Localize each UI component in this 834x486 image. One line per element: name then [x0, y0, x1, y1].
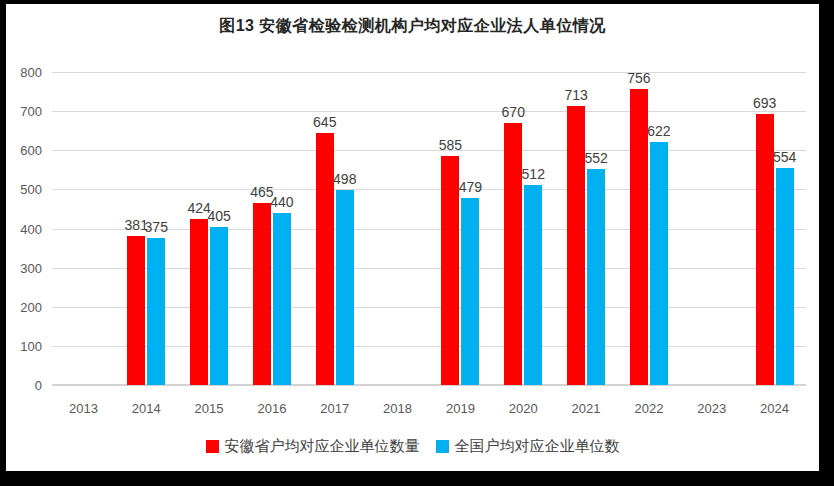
- x-axis-tick-label-2022: 2022: [634, 401, 663, 416]
- national-bar-2024: [776, 168, 794, 385]
- national-bar-2014: [147, 238, 165, 385]
- x-axis-tick-label-2017: 2017: [320, 401, 349, 416]
- x-axis-tick-label-2021: 2021: [572, 401, 601, 416]
- y-axis-tick-label: 800: [8, 66, 42, 79]
- anhui-bar-2022: [630, 89, 648, 385]
- national-bar-2022: [650, 142, 668, 385]
- data-label-anhui-2019: 585: [439, 137, 462, 153]
- data-label-anhui-2020: 670: [502, 104, 525, 120]
- y-axis-tick-label: 200: [8, 301, 42, 314]
- data-label-anhui-2021: 713: [564, 87, 587, 103]
- anhui-bar-2017: [316, 133, 334, 385]
- y-axis-tick-label: 700: [8, 105, 42, 118]
- data-label-national-2022: 622: [647, 123, 670, 139]
- national-bar-2016: [273, 213, 291, 385]
- legend-swatch-icon: [436, 440, 449, 453]
- legend-label: 全国户均对应企业单位数: [455, 437, 620, 456]
- data-label-anhui-2017: 645: [313, 114, 336, 130]
- national-bar-2020: [524, 185, 542, 385]
- x-axis-tick-label-2020: 2020: [509, 401, 538, 416]
- legend: 安徽省户均对应企业单位数量 全国户均对应企业单位数: [6, 437, 819, 456]
- data-label-anhui-2024: 693: [753, 95, 776, 111]
- legend-item-anhui: 安徽省户均对应企业单位数量: [206, 437, 420, 456]
- legend-item-national: 全国户均对应企业单位数: [436, 437, 620, 456]
- x-axis-tick-label-2018: 2018: [383, 401, 412, 416]
- x-axis-tick-label-2014: 2014: [132, 401, 161, 416]
- gridline-y-700: [52, 111, 806, 112]
- x-axis-tick-label-2024: 2024: [760, 401, 789, 416]
- plot-area: 3813754244054654406454985854796705127135…: [52, 72, 806, 385]
- y-axis-tick-label: 100: [8, 340, 42, 353]
- anhui-bar-2019: [441, 156, 459, 385]
- anhui-bar-2024: [756, 114, 774, 385]
- data-label-national-2024: 554: [773, 149, 796, 165]
- gridline-y-800: [52, 72, 806, 73]
- anhui-bar-2021: [567, 106, 585, 385]
- data-label-national-2020: 512: [522, 166, 545, 182]
- x-axis-tick-label-2023: 2023: [697, 401, 726, 416]
- data-label-national-2021: 552: [584, 150, 607, 166]
- national-bar-2017: [336, 190, 354, 385]
- x-axis-tick-label-2019: 2019: [446, 401, 475, 416]
- x-axis-tick-label-2015: 2015: [195, 401, 224, 416]
- anhui-bar-2016: [253, 203, 271, 385]
- gridline-y-500: [52, 189, 806, 190]
- anhui-bar-2014: [127, 236, 145, 385]
- data-label-national-2014: 375: [145, 219, 168, 235]
- x-axis-tick-label-2013: 2013: [69, 401, 98, 416]
- legend-label: 安徽省户均对应企业单位数量: [225, 437, 420, 456]
- national-bar-2015: [210, 227, 228, 385]
- y-axis-tick-label: 300: [8, 262, 42, 275]
- data-label-anhui-2022: 756: [627, 70, 650, 86]
- national-bar-2021: [587, 169, 605, 385]
- y-axis-tick-label: 0: [8, 379, 42, 392]
- national-bar-2019: [461, 198, 479, 385]
- anhui-bar-2020: [504, 123, 522, 385]
- data-label-national-2019: 479: [459, 179, 482, 195]
- chart-frame: 图13 安徽省检验检测机构户均对应企业法人单位情况 38137542440546…: [0, 0, 834, 486]
- y-axis-tick-label: 400: [8, 223, 42, 236]
- x-axis-tick-label-2016: 2016: [257, 401, 286, 416]
- chart-title: 图13 安徽省检验检测机构户均对应企业法人单位情况: [6, 16, 819, 37]
- gridline-y-600: [52, 150, 806, 151]
- chart-canvas: 图13 安徽省检验检测机构户均对应企业法人单位情况 38137542440546…: [6, 4, 819, 471]
- anhui-bar-2015: [190, 219, 208, 385]
- data-label-national-2017: 498: [333, 171, 356, 187]
- y-axis-tick-label: 500: [8, 183, 42, 196]
- data-label-national-2015: 405: [207, 208, 230, 224]
- data-label-national-2016: 440: [270, 194, 293, 210]
- y-axis-tick-label: 600: [8, 144, 42, 157]
- legend-swatch-icon: [206, 440, 219, 453]
